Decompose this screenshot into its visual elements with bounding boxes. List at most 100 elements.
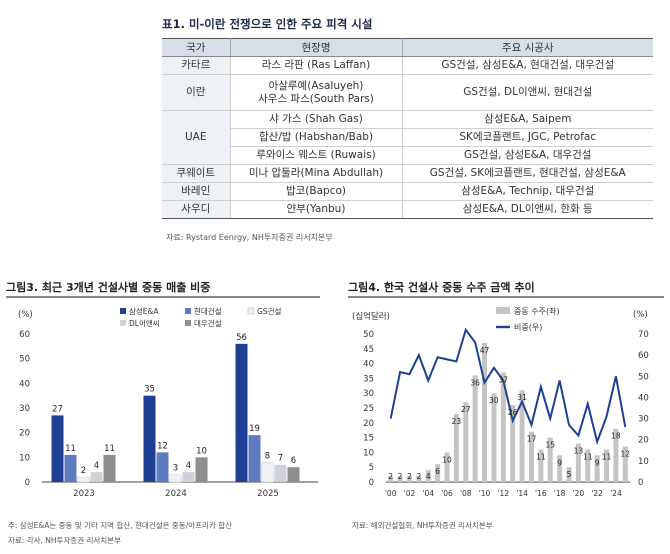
bar-data-label: 5 [567, 470, 572, 479]
bar [613, 428, 619, 482]
chart3-title-rule [6, 296, 320, 298]
bar [453, 413, 459, 482]
contractor-cell: 삼성E&A, Saipem [402, 110, 653, 129]
y-tick-label-right: 20 [638, 436, 649, 446]
bar [248, 435, 261, 482]
country-cell: 사우디 [162, 200, 231, 219]
contractor-cell: GS건설, DL이앤씨, 현대건설 [402, 74, 653, 111]
site-cell: 합산/밥 (Habshan/Bab) [230, 128, 403, 147]
y-tick-label-right: 50 [638, 372, 649, 382]
bar [585, 449, 591, 482]
y-tick-label: 30 [19, 404, 30, 414]
legend-swatch [185, 308, 191, 314]
table-row: 사우디 얀부(Yanbu) 삼성E&A, DL이앤씨, 한화 등 [162, 200, 653, 219]
bar [287, 467, 300, 482]
bar [557, 455, 563, 482]
contractor-cell: GS건설, 삼성E&A, 대우건설 [402, 146, 653, 165]
bar [51, 415, 64, 482]
y-tick-label-right: 30 [638, 415, 649, 425]
bar [510, 405, 516, 482]
site-cell: 아살루예(Asaluyeh) 사우스 파스(South Pars) [230, 74, 403, 111]
bar [500, 372, 506, 482]
bar-data-label: 37 [499, 375, 509, 384]
y-tick-label-left: 20 [363, 419, 374, 429]
contractor-cell: GS건설, SK에코플랜트, 현대건설, 삼성E&A [402, 164, 653, 183]
bar [397, 476, 403, 482]
table-row: 바레인 밥코(Bapco) 삼성E&A, Technip, 대우건설 [162, 182, 653, 201]
bar-data-label: 2 [398, 472, 403, 481]
bar [538, 449, 544, 482]
bar [182, 472, 195, 482]
bar-data-label: 7 [278, 454, 283, 464]
bar-data-label: 4 [426, 472, 431, 481]
bar [143, 395, 156, 482]
bar-data-label: 23 [452, 417, 462, 426]
bar-data-label: 27 [52, 404, 63, 414]
bar [195, 457, 208, 482]
y-tick-label-left: 15 [363, 434, 374, 444]
chart3-source: 자료: 각사, NH투자증권 리서치본부 [8, 536, 122, 545]
contractor-cell: SK에코플랜트, JGC, Petrofac [402, 128, 653, 147]
bar-data-label: 12 [621, 449, 631, 458]
bar [622, 446, 628, 482]
bar [444, 452, 450, 482]
bar-data-label: 26 [508, 408, 518, 417]
x-tick-label: '04 [422, 489, 434, 498]
bar-data-label: 4 [94, 461, 99, 471]
x-tick-label: '18 [554, 489, 566, 498]
x-tick-label: '20 [573, 489, 585, 498]
bar [594, 455, 600, 482]
facility-table: 국가 현장명 주요 시공사 카타르 라스 라판 (Ras Laffan) GS건… [162, 38, 653, 219]
country-cell: 카타르 [162, 56, 231, 75]
bar-data-label: 11 [536, 452, 546, 461]
table-row: 쿠웨이트 미나 압둘라(Mina Abdullah) GS건설, SK에코플랜트… [162, 164, 653, 183]
bar-data-label: 47 [480, 346, 490, 355]
header-site: 현장명 [230, 38, 403, 57]
bar-data-label: 11 [602, 452, 612, 461]
x-tick-label: '16 [535, 489, 547, 498]
site-cell: 밥코(Bapco) [230, 182, 403, 201]
y-tick-label-left: 50 [363, 330, 374, 340]
bar-data-label: 9 [595, 458, 600, 467]
y-tick-label-right: 60 [638, 351, 649, 361]
header-country: 국가 [162, 38, 231, 57]
chart3-title: 그림3. 최근 3개년 건설사별 중동 매출 비중 [6, 281, 211, 294]
legend-swatch [247, 307, 255, 315]
bar-data-label: 3 [173, 464, 178, 474]
table-source: 자료: Rystard Eenrgy, NH투자증권 리서치본부 [166, 233, 333, 242]
legend-swatch-bar [496, 307, 510, 314]
chart3-unit: (%) [18, 310, 33, 320]
contractor-cell: 삼성E&A, Technip, 대우건설 [402, 182, 653, 201]
bar-data-label: 11 [65, 444, 76, 454]
chart4-source: 자료: 해외건설협회, NH투자증권 리서치본부 [352, 521, 493, 530]
bar-data-label: 19 [249, 424, 260, 434]
bar-data-label: 18 [611, 432, 621, 441]
bar [64, 454, 77, 482]
bar-data-label: 10 [442, 455, 452, 464]
y-tick-label-right: 70 [638, 330, 649, 340]
chart3-note: 주: 삼성E&A는 중동 및 기타 지역 합산, 현대건설은 중동/아프리카 합… [8, 521, 233, 530]
y-tick-label: 20 [19, 429, 30, 439]
legend-label: 비중(우) [514, 323, 542, 332]
x-tick-label: 2024 [165, 489, 187, 499]
bar-data-label: 6 [435, 467, 440, 476]
x-tick-label: 2023 [73, 489, 95, 499]
site-line: 아살루예(Asaluyeh) [268, 79, 364, 92]
chart4-unit-right: (%) [633, 310, 648, 320]
bar [491, 393, 497, 482]
bar-data-label: 6 [291, 456, 296, 466]
bar [235, 343, 248, 482]
bar [103, 454, 116, 482]
site-line: 사우스 파스(South Pars) [258, 92, 374, 105]
bar-data-label: 4 [186, 461, 191, 471]
table-row: UAE 샤 가스 (Shah Gas) 삼성E&A, Saipem [162, 110, 653, 165]
country-cell: UAE [162, 110, 231, 165]
y-tick-label-right: 40 [638, 393, 649, 403]
site-cell: 루와이스 웨스트 (Ruwais) [230, 146, 403, 165]
chart4-title-rule [348, 296, 664, 298]
bar-data-label: 13 [574, 447, 584, 456]
legend-swatch [185, 320, 191, 326]
y-tick-label-left: 30 [363, 389, 374, 399]
country-cell: 이란 [162, 74, 231, 111]
bar [519, 390, 525, 482]
